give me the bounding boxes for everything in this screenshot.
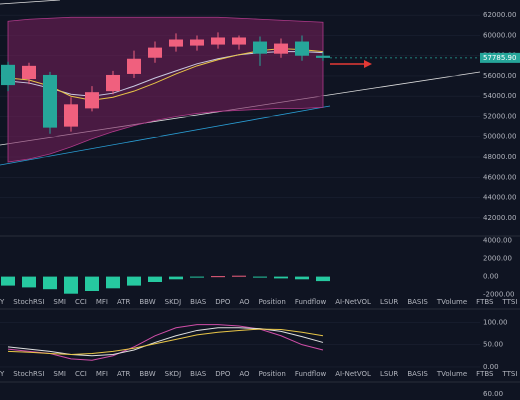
indicator-tab[interactable]: MFI [96,370,108,378]
oscillator-line [7,324,324,361]
y-tick-label: 0.00 [483,363,499,371]
indicator-tab[interactable]: AI-NetVOL [335,298,371,306]
indicator-tab[interactable]: BIAS [190,298,207,306]
trend-line [0,105,331,166]
indicator-tab[interactable]: AO [239,370,250,378]
indicator-tab[interactable]: Fundflow [295,298,327,306]
histogram-bar [295,276,309,280]
y-tick-label: 56000.00 [483,72,516,80]
candle-body [211,37,225,45]
indicator-tab[interactable]: ATR [117,298,131,306]
histogram-bar [232,275,246,277]
indicator-tab[interactable]: TVolume [436,370,467,378]
indicator-tab[interactable]: BASIS [407,370,428,378]
indicator-tab[interactable]: ATR [117,370,131,378]
indicator-tab[interactable]: FTBS [476,298,494,306]
histogram-bar [127,276,141,286]
indicator-tab[interactable]: DPO [215,370,231,378]
indicator-tab[interactable]: TTSI [501,370,517,378]
y-tick-label: 2000.00 [483,255,512,263]
y-tick-label: 60.00 [483,390,503,398]
indicator-tab[interactable]: BIAS [190,370,207,378]
indicator-tab[interactable]: MFI [96,298,108,306]
indicator-tab[interactable]: LSUR [380,370,398,378]
y-tick-label: 50.00 [483,341,503,349]
y-tick-label: 62000.00 [483,11,516,19]
candle-body [169,39,183,47]
indicator-tab[interactable]: Y [0,370,5,378]
histogram-bar [106,276,120,289]
indicator-tab[interactable]: SKDJ [165,370,182,378]
candle-body [232,37,246,45]
candle-body [43,74,57,128]
histogram-bar [274,276,288,279]
indicator-tab[interactable]: SMI [53,370,66,378]
histogram-bar [85,276,99,291]
candle-body [1,64,15,86]
histogram-bar [64,276,78,294]
candle-body [316,55,330,58]
ma-line [7,48,324,101]
y-tick-label: 44000.00 [483,194,516,202]
indicator-tab[interactable]: AI-NetVOL [335,370,371,378]
histogram-bar [211,276,225,278]
y-tick-label: 100.00 [483,318,508,326]
indicator-tab[interactable]: CCI [75,298,87,306]
histogram-bar [1,276,15,286]
candle-body [127,58,141,74]
candle-body [85,92,99,109]
y-tick-label: 50000.00 [483,133,516,141]
y-tick-label: 0.00 [483,273,499,281]
oscillator-line [7,327,324,357]
histogram-bar [148,276,162,282]
indicator-tab[interactable]: BBW [139,298,155,306]
indicator-tab[interactable]: BASIS [407,298,428,306]
last-price-box [480,52,520,63]
indicator-tab[interactable]: Y [0,298,5,306]
indicator-tab[interactable]: SMI [53,298,66,306]
histogram-bar [22,276,36,288]
indicator-tab[interactable]: TTSI [501,298,517,306]
candle-body [148,47,162,58]
candle-body [106,74,120,92]
indicator-tab[interactable]: FTBS [476,370,494,378]
y-tick-label: -2000.00 [483,291,514,299]
y-tick-label: 60000.00 [483,31,516,39]
indicator-tab[interactable]: StochRSI [13,298,44,306]
last-price-label: 57785.90 [483,54,516,62]
histogram-bar [190,276,204,278]
indicator-tab[interactable]: Fundflow [295,370,327,378]
histogram-bar [169,276,183,280]
y-tick-label: 46000.00 [483,173,516,181]
y-tick-label: 4000.00 [483,237,512,245]
histogram-bar [43,276,57,290]
candle-body [253,41,267,54]
y-tick-label: 48000.00 [483,153,516,161]
indicator-tab[interactable]: SKDJ [165,298,182,306]
y-tick-label: 52000.00 [483,112,516,120]
arrow-head [364,60,372,68]
indicator-tab[interactable]: Position [259,298,286,306]
candle-body [64,104,78,127]
histogram-bar [316,276,330,282]
candle-body [190,39,204,46]
indicator-tab[interactable]: BBW [139,370,155,378]
indicator-tab[interactable]: CCI [75,370,87,378]
indicator-tab[interactable]: DPO [215,298,231,306]
trend-line [0,0,61,5]
y-tick-label: 42000.00 [483,214,516,222]
indicator-tab[interactable]: Position [259,370,286,378]
histogram-bar [253,276,267,278]
indicator-tab[interactable]: TVolume [436,298,467,306]
candle-body [22,65,36,80]
candle-body [295,41,309,56]
candle-body [274,43,288,54]
oscillator-line [7,328,324,355]
indicator-tab[interactable]: LSUR [380,298,398,306]
y-tick-label: 54000.00 [483,92,516,100]
indicator-tab[interactable]: AO [239,298,250,306]
indicator-tab[interactable]: StochRSI [13,370,44,378]
